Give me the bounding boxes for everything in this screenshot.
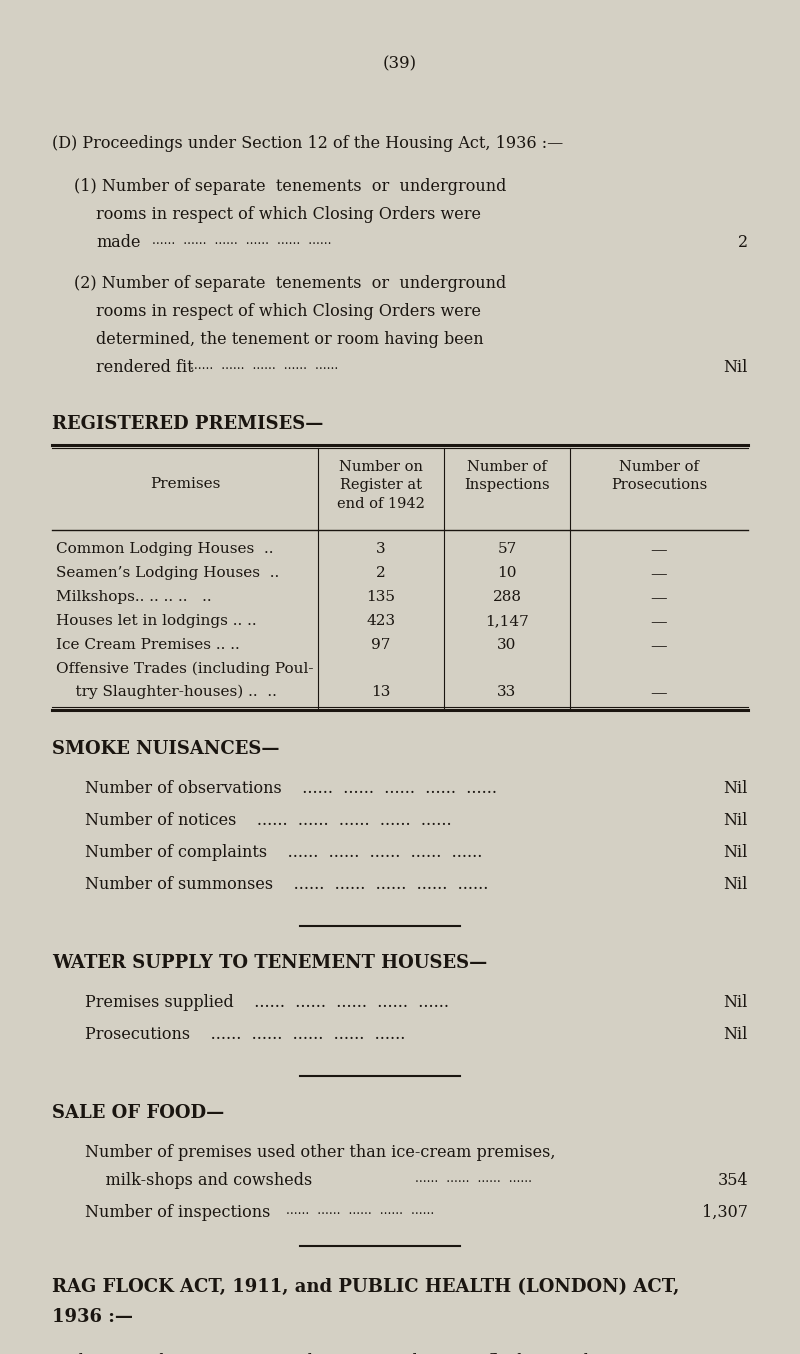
Text: Common Lodging Houses  ..: Common Lodging Houses .. bbox=[56, 542, 274, 556]
Text: —: — bbox=[650, 566, 667, 584]
Text: Number of
Inspections: Number of Inspections bbox=[464, 460, 550, 493]
Text: —: — bbox=[650, 638, 667, 655]
Text: 135: 135 bbox=[366, 590, 395, 604]
Text: Premises supplied    ......  ......  ......  ......  ......: Premises supplied ...... ...... ...... .… bbox=[85, 994, 449, 1011]
Text: 423: 423 bbox=[366, 613, 395, 628]
Text: Nil: Nil bbox=[724, 994, 748, 1011]
Text: Milkshops.. .. .. ..   ..: Milkshops.. .. .. .. .. bbox=[56, 590, 212, 604]
Text: (1) Number of separate  tenements  or  underground: (1) Number of separate tenements or unde… bbox=[74, 177, 506, 195]
Text: 1936 :—: 1936 :— bbox=[52, 1308, 133, 1326]
Text: —: — bbox=[650, 542, 667, 559]
Text: Number of
Prosecutions: Number of Prosecutions bbox=[611, 460, 707, 493]
Text: 33: 33 bbox=[498, 685, 517, 699]
Text: SALE OF FOOD—: SALE OF FOOD— bbox=[52, 1104, 224, 1122]
Text: RAG FLOCK ACT, 1911, and PUBLIC HEALTH (LONDON) ACT,: RAG FLOCK ACT, 1911, and PUBLIC HEALTH (… bbox=[52, 1278, 679, 1296]
Text: Nil: Nil bbox=[724, 876, 748, 894]
Text: Ice Cream Premises .. ..: Ice Cream Premises .. .. bbox=[56, 638, 240, 653]
Text: milk-shops and cowsheds: milk-shops and cowsheds bbox=[85, 1173, 312, 1189]
Text: Nil: Nil bbox=[724, 780, 748, 798]
Text: Offensive Trades (including Poul-: Offensive Trades (including Poul- bbox=[56, 662, 314, 677]
Text: Houses let in lodgings .. ..: Houses let in lodgings .. .. bbox=[56, 613, 257, 628]
Text: (D) Proceedings under Section 12 of the Housing Act, 1936 :—: (D) Proceedings under Section 12 of the … bbox=[52, 135, 563, 152]
Text: ......  ......  ......  ......: ...... ...... ...... ...... bbox=[415, 1173, 532, 1185]
Text: 97: 97 bbox=[371, 638, 390, 653]
Text: 2: 2 bbox=[376, 566, 386, 580]
Text: Nil: Nil bbox=[724, 1026, 748, 1043]
Text: Number on
Register at
end of 1942: Number on Register at end of 1942 bbox=[337, 460, 425, 510]
Text: Seamen’s Lodging Houses  ..: Seamen’s Lodging Houses .. bbox=[56, 566, 279, 580]
Text: Nil: Nil bbox=[724, 844, 748, 861]
Text: Number of complaints    ......  ......  ......  ......  ......: Number of complaints ...... ...... .....… bbox=[85, 844, 482, 861]
Text: 3: 3 bbox=[376, 542, 386, 556]
Text: WATER SUPPLY TO TENEMENT HOUSES—: WATER SUPPLY TO TENEMENT HOUSES— bbox=[52, 955, 487, 972]
Text: Number of inspections: Number of inspections bbox=[85, 1204, 270, 1221]
Text: rendered fit: rendered fit bbox=[96, 359, 194, 376]
Text: Number of observations    ......  ......  ......  ......  ......: Number of observations ...... ...... ...… bbox=[85, 780, 497, 798]
Text: 57: 57 bbox=[498, 542, 517, 556]
Text: ......  ......  ......  ......  ......: ...... ...... ...... ...... ...... bbox=[190, 359, 338, 372]
Text: (39): (39) bbox=[383, 56, 417, 72]
Text: rooms in respect of which Closing Orders were: rooms in respect of which Closing Orders… bbox=[96, 206, 481, 223]
Text: (2) Number of separate  tenements  or  underground: (2) Number of separate tenements or unde… bbox=[74, 275, 506, 292]
Text: Number of premises used other than ice-cream premises,: Number of premises used other than ice-c… bbox=[85, 1144, 555, 1160]
Text: REGISTERED PREMISES—: REGISTERED PREMISES— bbox=[52, 414, 323, 433]
Text: Number of notices    ......  ......  ......  ......  ......: Number of notices ...... ...... ...... .… bbox=[85, 812, 452, 829]
Text: 10: 10 bbox=[498, 566, 517, 580]
Text: 2: 2 bbox=[738, 234, 748, 250]
Text: made: made bbox=[96, 234, 141, 250]
Text: 288: 288 bbox=[493, 590, 522, 604]
Text: 1,147: 1,147 bbox=[485, 613, 529, 628]
Text: —: — bbox=[650, 590, 667, 607]
Text: Premises: Premises bbox=[150, 477, 220, 492]
Text: ......  ......  ......  ......  ......: ...... ...... ...... ...... ...... bbox=[278, 1204, 434, 1217]
Text: determined, the tenement or room having been: determined, the tenement or room having … bbox=[96, 330, 484, 348]
Text: rooms in respect of which Closing Orders were: rooms in respect of which Closing Orders… bbox=[96, 303, 481, 320]
Text: ......  ......  ......  ......  ......  ......: ...... ...... ...... ...... ...... .....… bbox=[152, 234, 331, 246]
Text: 1,307: 1,307 bbox=[702, 1204, 748, 1221]
Text: —: — bbox=[650, 613, 667, 631]
Text: Nil: Nil bbox=[724, 359, 748, 376]
Text: Number of summonses    ......  ......  ......  ......  ......: Number of summonses ...... ...... ......… bbox=[85, 876, 488, 894]
Text: try Slaughter-houses) ..  ..: try Slaughter-houses) .. .. bbox=[56, 685, 277, 700]
Text: 13: 13 bbox=[371, 685, 390, 699]
Text: 30: 30 bbox=[498, 638, 517, 653]
Text: Prosecutions    ......  ......  ......  ......  ......: Prosecutions ...... ...... ...... ......… bbox=[85, 1026, 406, 1043]
Text: SMOKE NUISANCES—: SMOKE NUISANCES— bbox=[52, 741, 279, 758]
Text: —: — bbox=[650, 685, 667, 701]
Text: Nil: Nil bbox=[724, 812, 748, 829]
Text: 354: 354 bbox=[718, 1173, 748, 1189]
